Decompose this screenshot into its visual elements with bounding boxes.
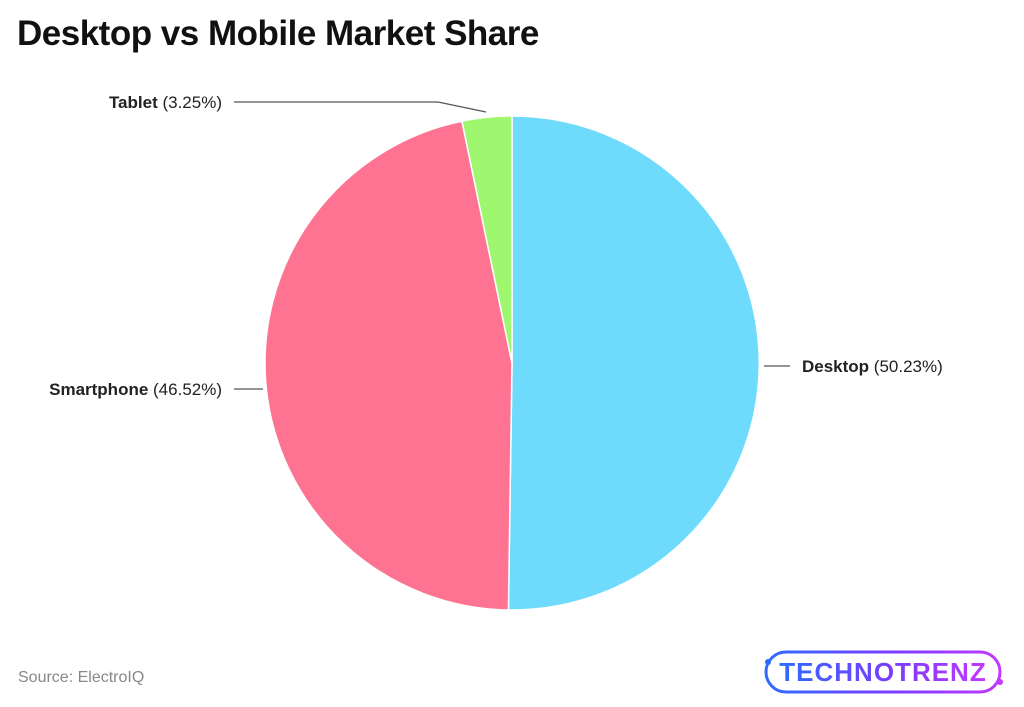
pie-slice-tablet [461, 115, 513, 364]
slice-label-value: (50.23%) [869, 357, 943, 376]
leader-line-tablet [234, 101, 487, 113]
slice-labels: Desktop (50.23%) Smartphone (46.52%) Table… [49, 93, 943, 399]
slice-label-name: Smartphone [49, 380, 148, 399]
page-title: Desktop vs Mobile Market Share [17, 14, 539, 53]
leader-lines [234, 101, 790, 390]
slice-label-desktop: Desktop (50.23%) [802, 357, 943, 376]
slice-label-tablet: Tablet (3.25%) [109, 93, 222, 112]
slice-label-value: (46.52%) [148, 380, 222, 399]
logo-node-right [997, 679, 1003, 685]
technotrenz-logo: TECHNOTRENZ [764, 650, 1003, 694]
pie-slices [264, 115, 761, 611]
slice-label-name: Tablet [109, 93, 158, 112]
logo-text: TECHNOTRENZ [779, 657, 986, 687]
slice-label-smartphone: Smartphone (46.52%) [49, 380, 222, 399]
slice-label-value: (3.25%) [158, 93, 222, 112]
logo-node-left [765, 659, 771, 665]
slice-label-name: Desktop [802, 357, 869, 376]
logo-frame [764, 650, 1002, 694]
pie-slice-desktop [507, 115, 761, 611]
pie-slice-smartphone [264, 120, 513, 611]
source-note: Source: ElectroIQ [18, 669, 145, 686]
